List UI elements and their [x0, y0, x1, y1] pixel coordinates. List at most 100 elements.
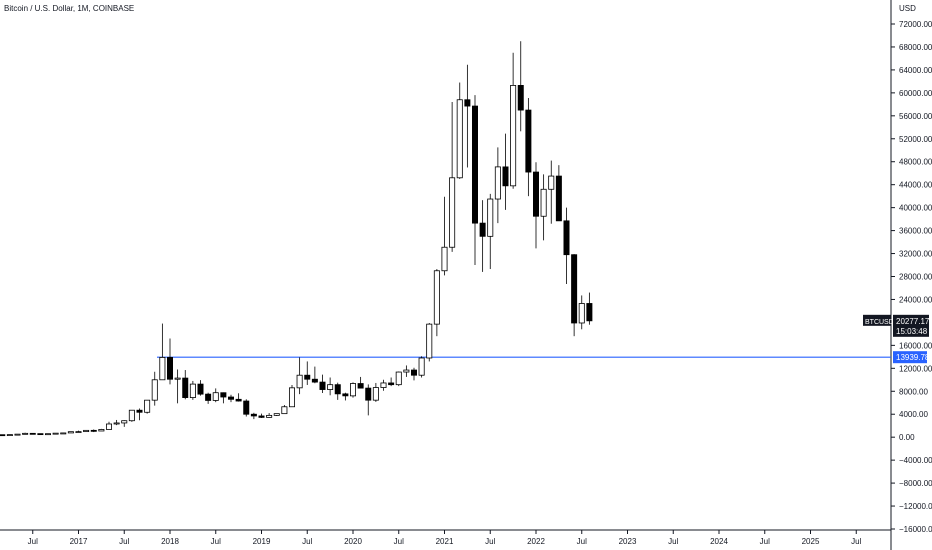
candle-up [433, 270, 440, 325]
y-tick-label: 40000.00 [899, 204, 932, 213]
candle-down [342, 393, 349, 397]
x-tick-label: Jul [28, 537, 38, 546]
candle-up [487, 198, 494, 237]
hline-price-label: 13939.78 [896, 353, 930, 362]
candle-down [220, 392, 227, 398]
candle-up [372, 387, 379, 401]
candle-up [403, 369, 410, 373]
y-tick-label: 52000.00 [899, 135, 932, 144]
y-tick-label: 8000.00 [899, 387, 928, 396]
x-tick-label: 2020 [344, 537, 362, 546]
y-tick-label: 16000.00 [899, 341, 932, 350]
candle-down [471, 105, 478, 224]
candle-up [273, 413, 280, 416]
candle-up [540, 188, 547, 217]
candle-up [52, 432, 59, 435]
candle-up [441, 246, 448, 272]
candle-down [90, 429, 97, 432]
y-tick-label: 0.00 [899, 433, 915, 442]
candles-group [0, 41, 593, 437]
x-tick-label: Jul [119, 537, 129, 546]
countdown-label: 15:03:48 [896, 327, 928, 336]
candle-down [517, 85, 524, 111]
candle-down [563, 220, 570, 256]
candle-up [128, 409, 135, 422]
candle-down [258, 415, 265, 418]
candle-down [243, 400, 250, 415]
x-tick-label: Jul [485, 537, 495, 546]
candle-up [60, 432, 67, 435]
candle-up [151, 379, 158, 401]
symbol-label: BTCUSD [865, 319, 894, 326]
candle-down [586, 303, 593, 322]
y-tick-label: 24000.00 [899, 295, 932, 304]
candle-down [479, 222, 486, 237]
candle-down [304, 374, 311, 380]
candle-up [144, 399, 151, 413]
y-tick-label: 44000.00 [899, 181, 932, 190]
candle-up [578, 303, 585, 324]
candle-up [395, 371, 402, 386]
candle-up [98, 429, 105, 432]
candle-up [349, 383, 356, 397]
candle-up [510, 85, 517, 187]
candle-up [159, 357, 166, 381]
y-tick-label: 28000.00 [899, 273, 932, 282]
candle-down [205, 393, 212, 401]
y-tick-label: 12000.00 [899, 364, 932, 373]
candle-down [235, 398, 242, 402]
candle-up [106, 423, 113, 430]
candle-down [311, 378, 318, 383]
candle-up [174, 377, 181, 380]
candle-down [555, 175, 562, 222]
candle-down [197, 383, 204, 395]
x-tick-label: 2022 [527, 537, 545, 546]
candle-down [571, 254, 578, 324]
candle-up [449, 177, 456, 248]
candle-up [83, 429, 90, 433]
candle-up [296, 374, 303, 389]
y-tick-label: −12000.00 [899, 502, 932, 511]
x-tick-label: 2024 [710, 537, 728, 546]
candle-down [464, 99, 471, 107]
y-tick-label: 32000.00 [899, 250, 932, 259]
x-tick-label: Jul [668, 537, 678, 546]
candle-down [334, 384, 341, 395]
candle-up [22, 432, 29, 435]
y-tick-label: 64000.00 [899, 66, 932, 75]
y-tick-label: 36000.00 [899, 227, 932, 236]
candle-down [29, 432, 36, 435]
candle-up [494, 166, 501, 200]
candle-up [281, 406, 288, 415]
candle-up [548, 175, 555, 190]
candle-down [533, 171, 540, 217]
x-tick-label: Jul [851, 537, 861, 546]
price-scale-ticks: 72000.00 68000.00 64000.00 60000.00 56000.00… [891, 20, 932, 534]
x-tick-label: 2019 [253, 537, 271, 546]
candle-up [113, 422, 120, 425]
y-tick-label: 72000.00 [899, 20, 932, 29]
candle-down [365, 387, 372, 401]
candle-down [525, 109, 532, 173]
candle-down [502, 166, 509, 187]
candle-up [45, 433, 52, 436]
candle-down [182, 377, 189, 398]
candle-up [6, 434, 13, 436]
candle-up [380, 382, 387, 388]
candle-up [288, 387, 295, 408]
x-tick-label: Jul [760, 537, 770, 546]
candle-down [250, 413, 257, 417]
candle-down [410, 369, 417, 376]
candle-up [418, 357, 425, 376]
currency-label: USD [899, 4, 916, 13]
x-tick-label: 2018 [161, 537, 179, 546]
candle-down [136, 409, 143, 413]
y-tick-label: 68000.00 [899, 43, 932, 52]
hline-price-label-bg [893, 351, 927, 364]
candle-down [37, 433, 44, 436]
y-tick-label: −16000.00 [899, 525, 932, 534]
x-tick-label: 2021 [436, 537, 454, 546]
